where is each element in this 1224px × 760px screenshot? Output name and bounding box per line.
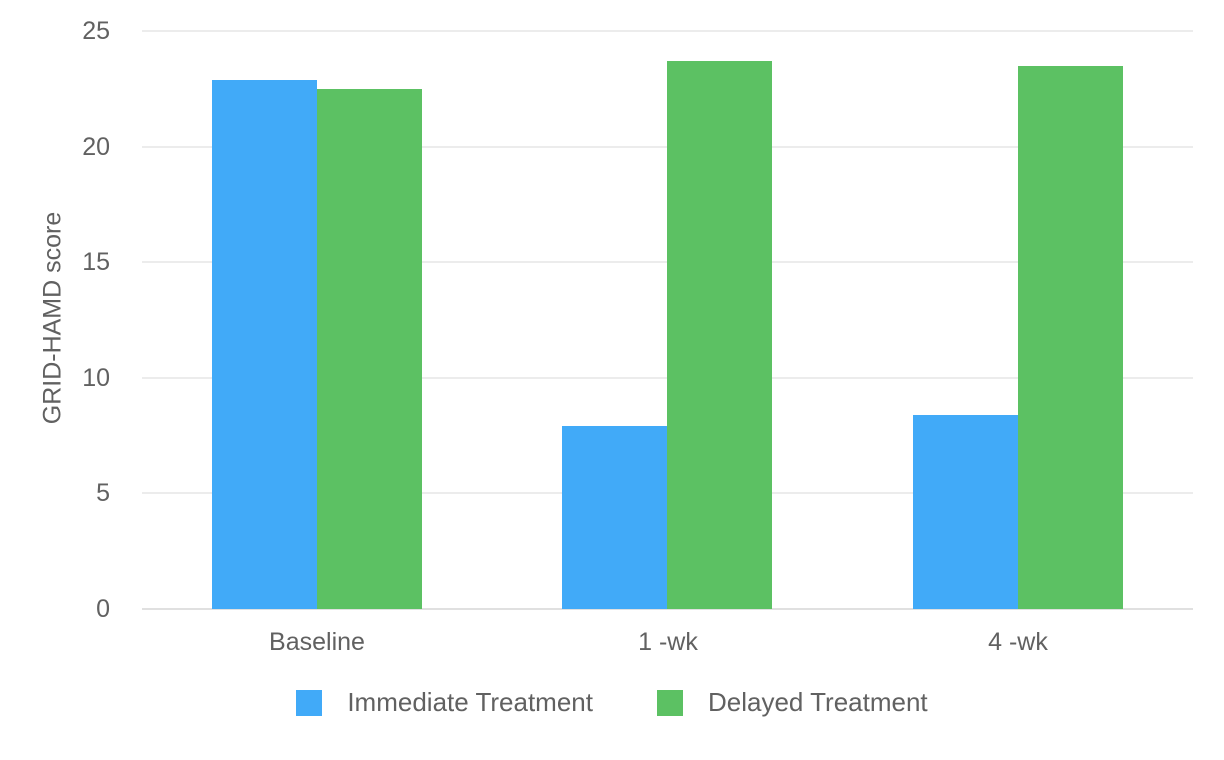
bar-delayed-treatment-4-wk	[1018, 66, 1123, 609]
legend-item-immediate-treatment: Immediate Treatment	[296, 687, 593, 718]
x-category-label-1-wk: 1 -wk	[638, 628, 698, 656]
bar-immediate-treatment-4-wk	[913, 415, 1018, 609]
y-tick-label-10: 10	[82, 363, 110, 392]
legend-swatch-immediate-treatment	[296, 689, 323, 716]
bar-delayed-treatment-1-wk	[667, 61, 772, 609]
y-tick-label-20: 20	[82, 132, 110, 161]
bar-immediate-treatment-1-wk	[562, 426, 667, 609]
y-tick-label-15: 15	[82, 248, 110, 277]
gridline-25	[142, 30, 1193, 32]
y-tick-label-0: 0	[96, 595, 110, 623]
y-tick-label-25: 25	[82, 17, 110, 45]
x-category-label-baseline: Baseline	[269, 628, 365, 656]
y-tick-label-5: 5	[96, 479, 110, 508]
legend: Immediate Treatment Delayed Treatment	[0, 687, 1224, 718]
legend-label-immediate-treatment: Immediate Treatment	[347, 687, 593, 717]
bar-immediate-treatment-baseline	[212, 80, 317, 609]
x-axis-line	[142, 608, 1193, 610]
legend-item-delayed-treatment: Delayed Treatment	[656, 687, 928, 718]
bar-delayed-treatment-baseline	[317, 89, 422, 609]
legend-swatch-delayed-treatment	[656, 689, 683, 716]
legend-label-delayed-treatment: Delayed Treatment	[707, 687, 928, 717]
plot-area	[142, 30, 1193, 611]
x-category-label-4-wk: 4 -wk	[988, 628, 1048, 656]
